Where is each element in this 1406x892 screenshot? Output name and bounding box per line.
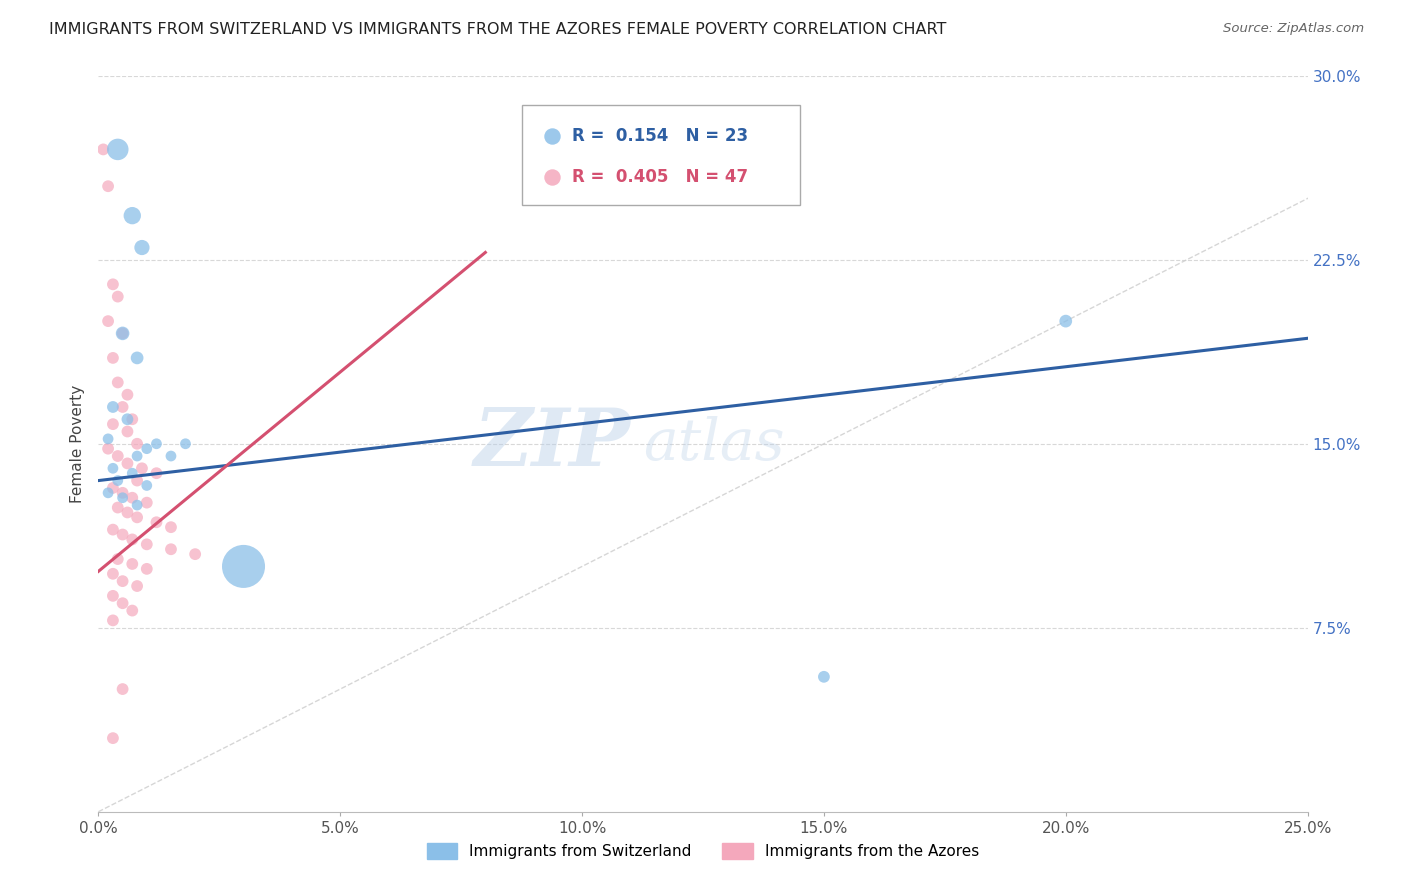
Point xyxy=(107,449,129,463)
Point xyxy=(117,457,139,471)
Text: R =  0.405   N = 47: R = 0.405 N = 47 xyxy=(572,169,748,186)
Point xyxy=(117,412,139,426)
Point xyxy=(127,510,149,524)
Point xyxy=(160,449,183,463)
Point xyxy=(127,449,149,463)
Point xyxy=(111,491,134,505)
Text: IMMIGRANTS FROM SWITZERLAND VS IMMIGRANTS FROM THE AZORES FEMALE POVERTY CORRELA: IMMIGRANTS FROM SWITZERLAND VS IMMIGRANT… xyxy=(49,22,946,37)
Point xyxy=(121,603,143,617)
Point xyxy=(101,277,124,292)
Point xyxy=(111,326,134,341)
Point xyxy=(145,515,167,529)
Point xyxy=(97,179,120,194)
Point xyxy=(121,466,143,480)
Point xyxy=(127,436,149,450)
Point xyxy=(97,485,120,500)
Point xyxy=(101,566,124,581)
Point xyxy=(101,523,124,537)
Point xyxy=(121,557,143,571)
Point xyxy=(107,552,129,566)
FancyBboxPatch shape xyxy=(522,105,800,204)
Point xyxy=(135,562,157,576)
Point xyxy=(101,589,124,603)
Point xyxy=(232,559,254,574)
Point xyxy=(91,142,114,156)
Point xyxy=(127,579,149,593)
Point xyxy=(97,442,120,456)
Point xyxy=(101,417,124,431)
Point xyxy=(1054,314,1077,328)
Point xyxy=(117,505,139,519)
Point xyxy=(135,537,157,551)
Point xyxy=(121,533,143,547)
Point xyxy=(111,681,134,696)
Point xyxy=(107,142,129,156)
Point xyxy=(107,474,129,488)
Point xyxy=(127,498,149,512)
Text: atlas: atlas xyxy=(643,416,785,472)
Text: Source: ZipAtlas.com: Source: ZipAtlas.com xyxy=(1223,22,1364,36)
Point xyxy=(131,461,153,475)
Point xyxy=(111,326,134,341)
Point xyxy=(107,376,129,390)
Point xyxy=(121,412,143,426)
Point xyxy=(111,400,134,414)
Point xyxy=(101,731,124,746)
Text: R =  0.154   N = 23: R = 0.154 N = 23 xyxy=(572,128,748,145)
Point xyxy=(111,574,134,589)
Point xyxy=(101,351,124,365)
Point xyxy=(145,466,167,480)
Point xyxy=(111,485,134,500)
Point xyxy=(127,474,149,488)
Point xyxy=(97,314,120,328)
Point xyxy=(160,542,183,557)
Point xyxy=(127,351,149,365)
Point xyxy=(135,442,157,456)
Point xyxy=(117,387,139,401)
Point xyxy=(101,461,124,475)
Point xyxy=(101,400,124,414)
Point xyxy=(111,596,134,610)
Y-axis label: Female Poverty: Female Poverty xyxy=(70,384,86,503)
Point xyxy=(121,491,143,505)
Point xyxy=(107,500,129,515)
Point xyxy=(135,478,157,492)
Point xyxy=(135,496,157,510)
Point xyxy=(101,481,124,495)
Point xyxy=(117,425,139,439)
Point xyxy=(131,240,153,254)
Text: ZIP: ZIP xyxy=(474,405,630,483)
Point xyxy=(107,289,129,303)
Point xyxy=(111,527,134,541)
Point xyxy=(184,547,207,561)
Legend: Immigrants from Switzerland, Immigrants from the Azores: Immigrants from Switzerland, Immigrants … xyxy=(426,843,980,859)
Point xyxy=(174,436,197,450)
Point xyxy=(813,670,835,684)
Point xyxy=(160,520,183,534)
Point xyxy=(145,436,167,450)
Point xyxy=(121,209,143,223)
Point xyxy=(97,432,120,446)
Point xyxy=(101,614,124,628)
